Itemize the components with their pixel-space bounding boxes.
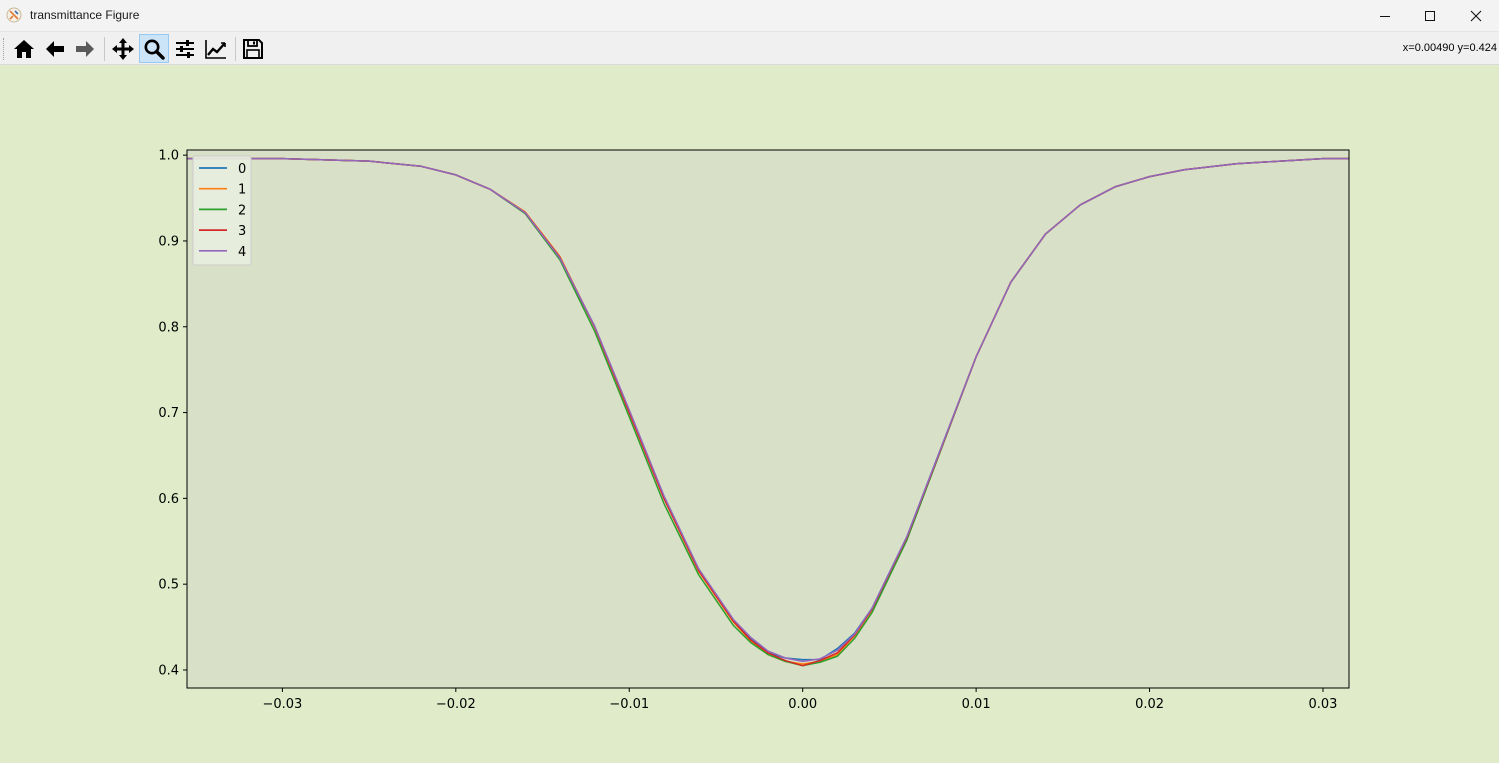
legend-label: 3 — [238, 224, 246, 239]
subplots-icon — [176, 39, 194, 58]
x-tick-label: −0.03 — [262, 697, 302, 712]
plot-lines — [187, 157, 1349, 667]
y-tick-label: 0.5 — [158, 578, 179, 593]
x-tick-label: −0.01 — [609, 697, 649, 712]
series-line-4 — [187, 157, 1349, 663]
legend-label: 0 — [238, 162, 246, 177]
back-icon — [46, 40, 64, 57]
y-tick-label: 0.9 — [158, 234, 179, 249]
x-tick-label: 0.03 — [1309, 697, 1338, 712]
axes-background — [187, 150, 1349, 688]
home-button[interactable] — [9, 34, 39, 63]
toolbar-separator — [235, 37, 236, 61]
zoom-button[interactable] — [139, 34, 169, 63]
home-icon — [14, 39, 34, 58]
x-axis: −0.03 −0.02 −0.01 0.00 0.01 0.02 0.03 — [262, 688, 1337, 712]
legend-label: 1 — [238, 183, 246, 198]
figure-canvas[interactable]: 0.4 0.5 0.6 0.7 0.8 0.9 1.0 −0.03 −0.02 −0.01 0.0… — [0, 65, 1499, 763]
toolbar-separator — [104, 37, 105, 61]
navigation-toolbar: x=0.00490 y=0.424 — [0, 32, 1499, 65]
legend-label: 2 — [238, 203, 246, 218]
legend-box — [192, 155, 252, 266]
customize-button[interactable] — [201, 34, 231, 63]
x-tick-label: −0.02 — [436, 697, 476, 712]
y-axis: 0.4 0.5 0.6 0.7 0.8 0.9 1.0 — [158, 149, 187, 678]
close-button[interactable] — [1453, 0, 1499, 32]
maximize-button[interactable] — [1407, 0, 1453, 32]
legend-label: 4 — [238, 245, 246, 260]
save-icon — [243, 38, 263, 59]
save-button[interactable] — [238, 34, 268, 63]
window-title: transmittance Figure — [30, 8, 140, 22]
forward-icon — [76, 40, 94, 57]
customize-icon — [205, 39, 226, 59]
forward-button[interactable] — [70, 34, 100, 63]
y-tick-label: 0.8 — [158, 320, 179, 335]
cursor-coordinates: x=0.00490 y=0.424 — [1402, 42, 1497, 54]
minimize-button[interactable] — [1362, 0, 1408, 32]
maximize-icon — [1425, 11, 1435, 21]
pan-button[interactable] — [108, 34, 138, 63]
subplots-button[interactable] — [170, 34, 200, 63]
y-tick-label: 0.6 — [158, 492, 179, 507]
close-icon — [1470, 10, 1482, 22]
minimize-icon — [1380, 16, 1390, 17]
x-tick-label: 0.01 — [962, 697, 991, 712]
y-tick-label: 1.0 — [158, 149, 179, 164]
x-tick-label: 0.02 — [1135, 697, 1164, 712]
y-tick-label: 0.7 — [158, 406, 179, 421]
legend[interactable]: 0 1 2 3 4 — [192, 155, 252, 266]
back-button[interactable] — [40, 34, 70, 63]
axes-frame — [186, 149, 1350, 689]
zoom-icon — [144, 39, 165, 60]
pan-icon — [112, 37, 134, 60]
x-tick-label: 0.00 — [788, 697, 817, 712]
y-tick-label: 0.4 — [158, 663, 179, 678]
app-icon — [6, 7, 22, 23]
title-bar: transmittance Figure — [0, 0, 1499, 32]
toolbar-grip[interactable] — [3, 38, 6, 60]
